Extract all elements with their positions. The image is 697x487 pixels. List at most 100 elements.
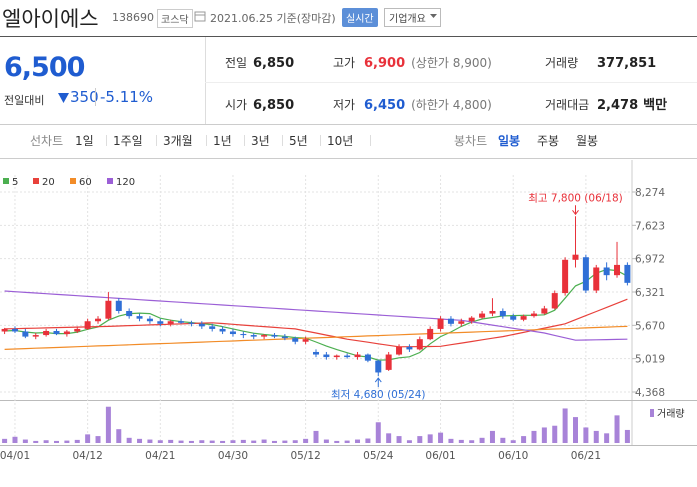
- tab[interactable]: 3년: [251, 134, 270, 148]
- candle-body: [22, 331, 29, 337]
- candle-body: [427, 328, 434, 340]
- volume-bar: [147, 439, 153, 443]
- volume-bar: [510, 440, 516, 443]
- candle-body: [551, 293, 558, 309]
- change: 350: [70, 88, 99, 106]
- tab[interactable]: 1일: [75, 134, 94, 148]
- tab[interactable]: 1년: [213, 134, 232, 148]
- candle-body: [198, 323, 205, 327]
- volume-bar: [74, 439, 80, 443]
- stat-value: 6,850: [253, 98, 295, 113]
- tab[interactable]: 월봉: [576, 134, 599, 148]
- volume-bar: [500, 437, 506, 443]
- candle-body: [261, 335, 268, 337]
- candle-body: [406, 346, 413, 350]
- candle-body: [11, 328, 18, 332]
- volume-bar: [209, 440, 215, 443]
- candle-body: [209, 326, 216, 329]
- volume-bar: [126, 437, 132, 443]
- volume-bar: [95, 436, 101, 443]
- candle-body: [572, 254, 579, 260]
- tab[interactable]: 10년: [327, 134, 354, 148]
- volume-bar: [240, 439, 246, 443]
- tab[interactable]: 1주일: [113, 134, 143, 148]
- candle-body: [157, 321, 164, 324]
- volume-bar: [323, 439, 329, 443]
- candle-body: [32, 335, 39, 337]
- legend-label: 60: [79, 177, 92, 188]
- volume-bar: [593, 430, 599, 443]
- tab-separator: [206, 135, 207, 146]
- candle-body: [240, 334, 247, 336]
- legend-label: 20: [42, 177, 55, 188]
- volume-bar: [386, 433, 392, 443]
- menu-dropdown[interactable]: 기업개요: [384, 8, 441, 27]
- candle-body: [375, 360, 382, 373]
- annotation-arrowhead: [374, 377, 382, 383]
- stat-label: 거래량: [545, 56, 579, 70]
- volume-bar: [583, 427, 589, 443]
- volume-bar: [489, 430, 495, 443]
- volume-bar: [375, 422, 381, 443]
- stat-label: 시가: [225, 98, 248, 112]
- legend-swatch: [650, 409, 654, 417]
- volume-bar: [458, 439, 464, 443]
- stat-note: (상한가 8,900): [411, 56, 492, 70]
- stat-value: 6,450: [364, 98, 406, 113]
- volume-bar: [479, 437, 485, 443]
- y-tick-label: 8,274: [635, 187, 665, 199]
- tab-separator: [244, 135, 245, 146]
- volume-bar: [178, 440, 184, 443]
- down-arrow: [58, 93, 69, 103]
- candle-body: [489, 311, 496, 314]
- ma-line: [4, 298, 628, 348]
- volume-bar: [54, 440, 59, 443]
- volume-bar: [157, 440, 163, 443]
- price: 6,500: [4, 52, 85, 83]
- x-tick-label: 05/24: [363, 450, 394, 462]
- stat: 시가 6,850: [225, 94, 294, 113]
- candle-body: [167, 321, 174, 324]
- candle-body: [95, 318, 102, 322]
- volume-bar: [344, 440, 350, 443]
- candle-body: [416, 339, 423, 350]
- tab[interactable]: 일봉: [498, 134, 521, 148]
- candle-body: [84, 321, 91, 329]
- candle-body: [562, 259, 569, 294]
- stat-unit: 백만: [643, 98, 668, 113]
- tab[interactable]: 5년: [289, 134, 308, 148]
- candle-body: [178, 321, 185, 323]
- volume-bar: [105, 406, 111, 443]
- x-tick-label: 04/01: [0, 450, 30, 462]
- dropdown-arrow: [429, 14, 437, 18]
- candle-body: [43, 330, 50, 336]
- realtime-button[interactable]: 실시간: [342, 8, 378, 27]
- candle-body: [313, 351, 319, 355]
- candle-body: [188, 322, 195, 324]
- candle-body: [281, 336, 288, 339]
- tab[interactable]: 주봉: [537, 134, 560, 148]
- y-tick-label: 5,670: [635, 320, 665, 332]
- tab-group-label: 선차트: [30, 134, 64, 148]
- stat-label: 전일: [225, 56, 248, 70]
- tab-separator: [320, 135, 321, 146]
- x-tick-label: 05/12: [290, 450, 320, 462]
- divider: [0, 124, 697, 125]
- volume-bar: [562, 408, 568, 443]
- tab[interactable]: 3개월: [163, 134, 193, 148]
- y-tick-label: 6,321: [635, 287, 665, 299]
- volume-bar: [469, 440, 475, 443]
- stat: 저가 6,450 (하한가 4,800): [333, 94, 492, 113]
- volume-bar: [427, 434, 433, 443]
- candle-body: [447, 318, 454, 324]
- candle-body: [582, 257, 589, 291]
- volume-bar: [199, 440, 205, 443]
- legend-swatch: [70, 178, 76, 184]
- volume-bar: [292, 440, 298, 443]
- market-badge: 코스닥: [157, 9, 193, 28]
- ma-line: [4, 325, 628, 350]
- candle-body: [458, 321, 465, 324]
- candle-body: [292, 338, 299, 342]
- volume-bar: [541, 427, 547, 443]
- x-tick-label: 04/21: [145, 450, 175, 462]
